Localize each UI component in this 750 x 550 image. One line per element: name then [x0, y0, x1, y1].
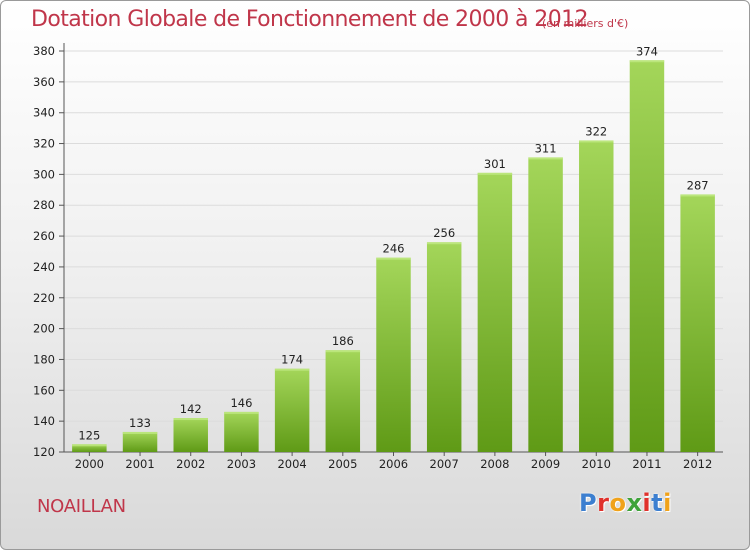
x-tick-label-2010: 2010	[582, 457, 611, 471]
data-label-2006: 246	[383, 242, 405, 256]
logo-letter: o	[609, 489, 627, 517]
bar-highlight	[224, 411, 259, 414]
y-tick-label: 300	[33, 167, 55, 181]
x-tick-label-2009: 2009	[531, 457, 560, 471]
bar-2003	[224, 411, 259, 452]
bar-highlight	[579, 140, 614, 143]
bar-2009	[528, 157, 563, 452]
bar-2010	[579, 140, 614, 452]
logo-letter: P	[579, 489, 598, 517]
x-tick-label-2011: 2011	[632, 457, 661, 471]
bars	[72, 60, 715, 453]
data-label-2010: 322	[585, 124, 607, 138]
x-tick-label-2007: 2007	[430, 457, 459, 471]
logo-letter: x	[626, 489, 643, 517]
bar-highlight	[680, 194, 715, 197]
bar-2001	[122, 431, 158, 452]
y-tick-label: 180	[33, 352, 55, 366]
commune-name: NOAILLAN	[37, 496, 126, 517]
chart-title: Dotation Globale de Fonctionnement de 20…	[31, 7, 589, 32]
data-label-2002: 142	[180, 402, 202, 416]
bar-2012	[680, 194, 715, 452]
x-tick-label-2008: 2008	[480, 457, 509, 471]
x-tick-label-2003: 2003	[227, 457, 256, 471]
logo-letter: t	[651, 489, 664, 517]
bar-highlight	[173, 418, 208, 421]
bar-highlight	[477, 172, 513, 175]
bar-2008	[477, 172, 513, 453]
bar-highlight	[325, 350, 361, 353]
data-label-2005: 186	[332, 334, 354, 348]
data-label-2000: 125	[78, 428, 100, 442]
bar-highlight	[122, 431, 158, 434]
bar-2000	[72, 444, 107, 452]
logo-letter: r	[597, 489, 610, 517]
y-tick-label: 360	[33, 75, 55, 89]
y-tick-label: 320	[33, 137, 55, 151]
data-label-2011: 374	[636, 44, 658, 58]
data-label-2003: 146	[230, 396, 252, 410]
y-tick-label: 120	[33, 445, 55, 459]
bar-2011	[629, 60, 665, 452]
x-tick-label-2012: 2012	[683, 457, 712, 471]
bar-2004	[274, 368, 310, 452]
logo-letter: i	[642, 489, 652, 517]
data-label-2004: 174	[281, 353, 303, 367]
x-tick-label-2004: 2004	[277, 457, 306, 471]
y-tick-label: 220	[33, 291, 55, 305]
y-tick-label: 280	[33, 198, 55, 212]
y-tick-label: 340	[33, 106, 55, 120]
bar-2002	[173, 418, 208, 452]
bar-highlight	[528, 157, 563, 160]
x-tick-label-2005: 2005	[328, 457, 357, 471]
y-tick-label: 380	[33, 44, 55, 58]
x-tick-label-2006: 2006	[379, 457, 408, 471]
data-label-2007: 256	[433, 226, 455, 240]
y-tick-label: 160	[33, 383, 55, 397]
bar-highlight	[376, 257, 411, 260]
x-tick-label-2002: 2002	[176, 457, 205, 471]
bar-highlight	[629, 60, 665, 63]
y-tick-label: 240	[33, 260, 55, 274]
data-label-2008: 301	[484, 157, 506, 171]
data-label-2012: 287	[687, 178, 709, 192]
bar-2007	[426, 242, 462, 452]
proxiti-logo: Proxiti	[579, 489, 672, 517]
chart-subtitle: (en milliers d'€)	[542, 17, 629, 30]
x-tick-label-2001: 2001	[125, 457, 154, 471]
labels: 120 140 160 180 200 220 240 260 280 300 320 340 360 3…	[33, 44, 712, 471]
y-tick-label: 200	[33, 322, 55, 336]
y-tick-label: 260	[33, 229, 55, 243]
data-label-2001: 133	[129, 416, 151, 430]
data-label-2009: 311	[535, 141, 557, 155]
bar-2005	[325, 350, 361, 452]
bar-2006	[376, 257, 411, 452]
x-tick-label-2000: 2000	[75, 457, 104, 471]
bar-highlight	[274, 368, 310, 371]
bar-highlight	[72, 444, 107, 447]
y-tick-label: 140	[33, 414, 55, 428]
logo-letter: i	[663, 489, 672, 517]
bar-highlight	[426, 242, 462, 245]
